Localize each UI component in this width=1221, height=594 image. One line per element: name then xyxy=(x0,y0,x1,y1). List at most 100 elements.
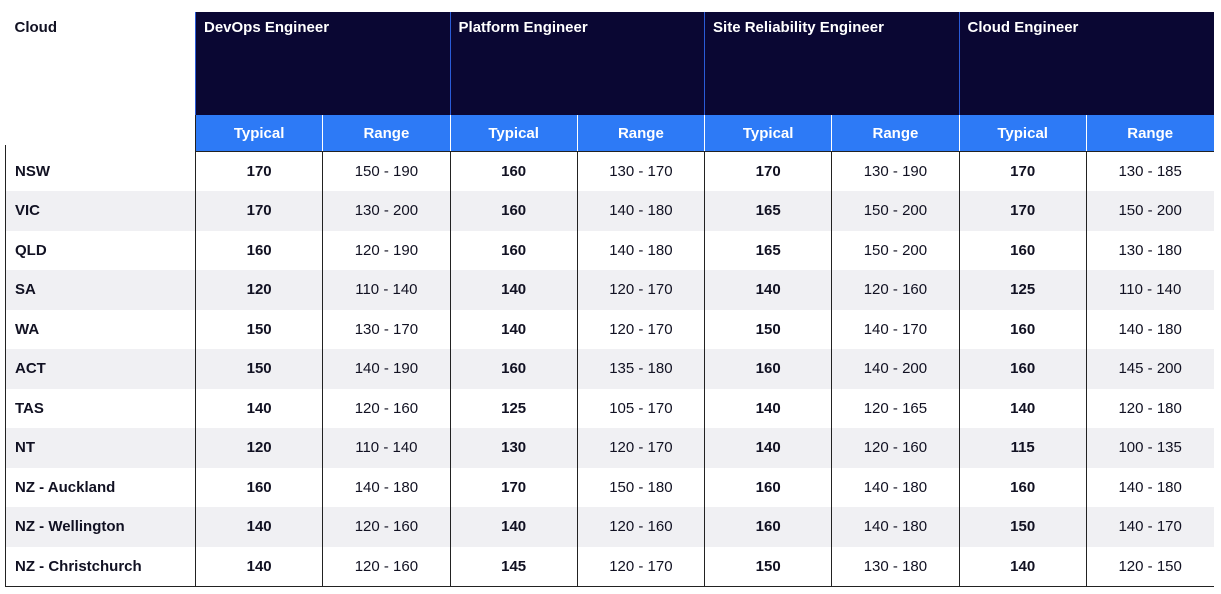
table-row: ACT 150 140 - 190 160 135 - 180 160 140 - 200 1… xyxy=(5,349,1214,389)
range-cell: 130 - 180 xyxy=(1085,230,1214,270)
typical-cell: 140 xyxy=(704,428,832,468)
range-cell: 150 - 200 xyxy=(831,191,960,231)
subheader-typical: Typical xyxy=(194,115,323,152)
range-cell: 135 - 180 xyxy=(576,349,705,389)
table-row: VIC 170 130 - 200 160 140 - 180 165 150 - 200 1… xyxy=(5,191,1214,231)
typical-cell: 140 xyxy=(449,309,578,349)
typical-cell: 140 xyxy=(449,507,578,547)
range-cell: 130 - 170 xyxy=(322,309,451,349)
typical-cell: 140 xyxy=(194,546,323,587)
range-cell: 130 - 180 xyxy=(831,546,960,587)
location-cell: WA xyxy=(5,309,196,349)
location-cell: TAS xyxy=(5,388,196,428)
typical-cell: 160 xyxy=(449,151,578,191)
range-cell: 140 - 180 xyxy=(1085,309,1214,349)
typical-cell: 150 xyxy=(704,546,832,587)
table-row: WA 150 130 - 170 140 120 - 170 150 140 - 170 16… xyxy=(5,309,1214,349)
typical-cell: 170 xyxy=(958,151,1087,191)
range-cell: 140 - 180 xyxy=(831,467,960,507)
subheader-range: Range xyxy=(831,115,960,152)
range-cell: 120 - 160 xyxy=(322,388,451,428)
range-cell: 140 - 180 xyxy=(1085,467,1214,507)
range-cell: 120 - 190 xyxy=(322,230,451,270)
typical-cell: 140 xyxy=(704,270,832,310)
range-cell: 120 - 160 xyxy=(322,546,451,587)
range-cell: 120 - 180 xyxy=(1085,388,1214,428)
range-cell: 130 - 200 xyxy=(322,191,451,231)
typical-cell: 170 xyxy=(449,467,578,507)
typical-cell: 150 xyxy=(194,349,323,389)
range-cell: 130 - 185 xyxy=(1085,151,1214,191)
typical-cell: 160 xyxy=(449,349,578,389)
range-cell: 140 - 180 xyxy=(576,191,705,231)
typical-cell: 140 xyxy=(704,388,832,428)
range-cell: 120 - 170 xyxy=(576,270,705,310)
role-header-cloud: Cloud Engineer xyxy=(958,12,1214,115)
typical-cell: 140 xyxy=(194,507,323,547)
location-cell: NZ - Wellington xyxy=(5,507,196,547)
typical-cell: 170 xyxy=(194,191,323,231)
range-cell: 110 - 140 xyxy=(322,270,451,310)
location-cell: SA xyxy=(5,270,196,310)
typical-cell: 160 xyxy=(194,467,323,507)
typical-cell: 150 xyxy=(194,309,323,349)
typical-cell: 140 xyxy=(958,388,1087,428)
range-cell: 105 - 170 xyxy=(576,388,705,428)
typical-cell: 170 xyxy=(958,191,1087,231)
range-cell: 120 - 170 xyxy=(576,309,705,349)
range-cell: 120 - 170 xyxy=(576,546,705,587)
typical-cell: 170 xyxy=(194,151,323,191)
typical-cell: 125 xyxy=(958,270,1087,310)
location-cell: VIC xyxy=(5,191,196,231)
corner-label: Cloud xyxy=(5,12,196,152)
subheader-range: Range xyxy=(1085,115,1214,152)
table-row: NSW 170 150 - 190 160 130 - 170 170 130 - 190 1… xyxy=(5,151,1214,191)
subheader-range: Range xyxy=(576,115,705,152)
range-cell: 150 - 190 xyxy=(322,151,451,191)
table-row: NZ - Wellington 140 120 - 160 140 120 - 160 1… xyxy=(5,507,1214,547)
subheader-typical: Typical xyxy=(449,115,578,152)
range-cell: 145 - 200 xyxy=(1085,349,1214,389)
location-cell: NZ - Auckland xyxy=(5,467,196,507)
range-cell: 110 - 140 xyxy=(1085,270,1214,310)
range-cell: 110 - 140 xyxy=(322,428,451,468)
range-cell: 100 - 135 xyxy=(1085,428,1214,468)
typical-cell: 140 xyxy=(449,270,578,310)
typical-cell: 160 xyxy=(958,230,1087,270)
salary-table: Cloud DevOps Engineer Platform Engineer … xyxy=(5,12,1214,587)
typical-cell: 170 xyxy=(704,151,832,191)
range-cell: 150 - 200 xyxy=(1085,191,1214,231)
typical-cell: 165 xyxy=(704,191,832,231)
typical-cell: 160 xyxy=(704,507,832,547)
role-header-devops: DevOps Engineer xyxy=(195,12,451,115)
role-header-sre: Site Reliability Engineer xyxy=(704,12,960,115)
range-cell: 120 - 160 xyxy=(831,270,960,310)
subheader-typical: Typical xyxy=(704,115,832,152)
table-row: SA 120 110 - 140 140 120 - 170 140 120 - 160 12… xyxy=(5,270,1214,310)
typical-cell: 115 xyxy=(958,428,1087,468)
location-cell: QLD xyxy=(5,230,196,270)
range-cell: 140 - 200 xyxy=(831,349,960,389)
range-cell: 120 - 160 xyxy=(831,428,960,468)
typical-cell: 120 xyxy=(194,270,323,310)
typical-cell: 140 xyxy=(958,546,1087,587)
range-cell: 140 - 170 xyxy=(1085,507,1214,547)
typical-cell: 120 xyxy=(194,428,323,468)
typical-cell: 165 xyxy=(704,230,832,270)
subheader-typical: Typical xyxy=(958,115,1087,152)
typical-cell: 160 xyxy=(704,467,832,507)
location-cell: NZ - Christchurch xyxy=(5,546,196,587)
typical-cell: 140 xyxy=(194,388,323,428)
table-row: QLD 160 120 - 190 160 140 - 180 165 150 - 200 1… xyxy=(5,230,1214,270)
table-row: NT 120 110 - 140 130 120 - 170 140 120 - 160 11… xyxy=(5,428,1214,468)
typical-cell: 150 xyxy=(958,507,1087,547)
typical-cell: 160 xyxy=(958,349,1087,389)
typical-cell: 160 xyxy=(194,230,323,270)
table-row: TAS 140 120 - 160 125 105 - 170 140 120 - 165 1… xyxy=(5,388,1214,428)
range-cell: 120 - 150 xyxy=(1085,546,1214,587)
range-cell: 120 - 165 xyxy=(831,388,960,428)
subheader-range: Range xyxy=(322,115,451,152)
range-cell: 120 - 160 xyxy=(576,507,705,547)
range-cell: 140 - 190 xyxy=(322,349,451,389)
range-cell: 140 - 180 xyxy=(576,230,705,270)
